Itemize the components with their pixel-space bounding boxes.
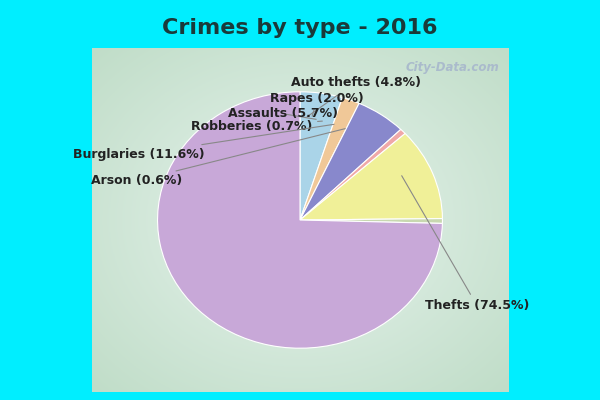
Wedge shape <box>300 218 442 224</box>
Wedge shape <box>300 103 401 220</box>
Wedge shape <box>300 130 405 220</box>
Wedge shape <box>300 98 359 220</box>
Wedge shape <box>300 134 442 220</box>
Text: Auto thefts (4.8%): Auto thefts (4.8%) <box>290 76 421 117</box>
Text: Rapes (2.0%): Rapes (2.0%) <box>271 92 364 116</box>
Text: Crimes by type - 2016: Crimes by type - 2016 <box>162 18 438 38</box>
Text: Arson (0.6%): Arson (0.6%) <box>91 129 345 188</box>
Wedge shape <box>300 92 343 220</box>
Wedge shape <box>158 92 442 348</box>
Text: Robberies (0.7%): Robberies (0.7%) <box>191 120 322 133</box>
Text: Assaults (5.7%): Assaults (5.7%) <box>227 107 338 120</box>
Text: Thefts (74.5%): Thefts (74.5%) <box>402 176 529 312</box>
Text: Burglaries (11.6%): Burglaries (11.6%) <box>73 124 334 161</box>
Text: City-Data.com: City-Data.com <box>406 60 500 74</box>
